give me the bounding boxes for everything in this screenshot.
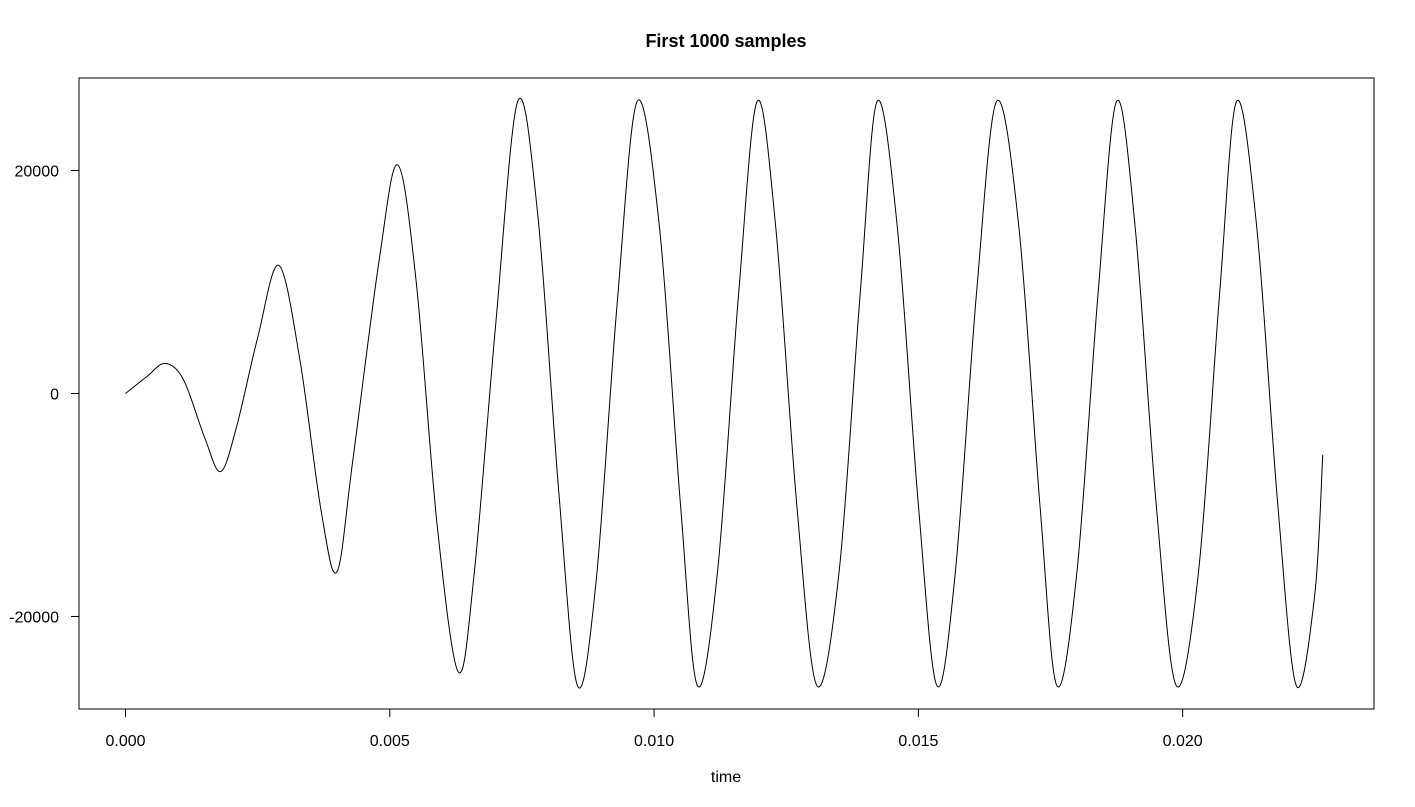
chart-title: First 1000 samples (645, 31, 806, 51)
series-line (125, 98, 1324, 689)
x-axis-title: time (711, 769, 741, 786)
y-tick-label: 20000 (15, 164, 60, 181)
x-tick-label: 0.015 (898, 733, 938, 750)
x-tick-label: 0.000 (105, 733, 145, 750)
x-tick-label: 0.010 (634, 733, 674, 750)
x-tick-label: 0.020 (1163, 733, 1203, 750)
y-tick-label: 0 (50, 387, 59, 404)
y-tick-label: -20000 (9, 609, 59, 626)
plot-frame (78, 77, 1375, 710)
x-axis: 0.000 0.005 0.010 0.015 0.020 (105, 708, 1203, 750)
y-axis: -20000 0 20000 (9, 164, 80, 626)
x-tick-label: 0.005 (370, 733, 410, 750)
